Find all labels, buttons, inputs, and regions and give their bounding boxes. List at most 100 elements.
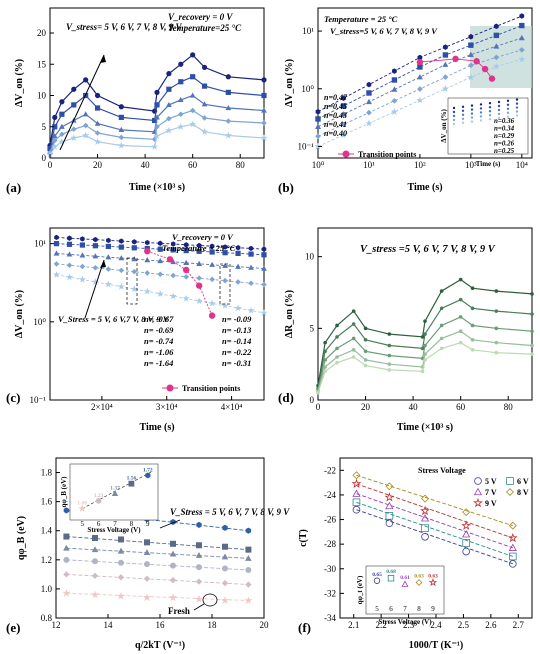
data-point (92, 265, 99, 271)
data-point (351, 355, 356, 359)
data-point (53, 270, 61, 278)
panel-b-legend-text: Transition points (358, 150, 416, 159)
data-point (65, 273, 74, 281)
data-point (221, 565, 228, 572)
inset-point (515, 102, 519, 105)
data-point (105, 243, 111, 250)
data-point (442, 52, 449, 58)
data-point (221, 553, 229, 560)
panel-d-label: (d) (278, 390, 294, 405)
panel-a-stress-annotation: V_stress= 5 V, 6 V, 7 V, 8 V, 9 V (66, 22, 183, 32)
data-point (117, 574, 125, 581)
data-point (225, 89, 231, 95)
data-point (208, 299, 216, 307)
data-point (143, 561, 150, 568)
y-tick-label: 20 (37, 28, 47, 38)
data-point (178, 61, 184, 67)
data-point (169, 593, 177, 602)
data-point (508, 521, 517, 530)
data-point (366, 81, 372, 88)
inset-point (111, 490, 119, 496)
data-point (118, 244, 124, 250)
data-point (153, 132, 161, 140)
data-point (143, 287, 151, 295)
inset-point (497, 112, 501, 116)
data-point (530, 292, 534, 296)
transition-point (452, 55, 459, 63)
data-point (323, 369, 327, 374)
data-point (92, 558, 99, 565)
data-point (423, 319, 427, 323)
data-point (195, 564, 202, 571)
data-point (385, 501, 394, 510)
panel-c-temperature-annotation: Temperature = 25 °C (162, 243, 236, 253)
y-tick-label: -22 (324, 465, 336, 475)
data-point (93, 236, 98, 243)
early-slope-label: n= -1.06 (144, 347, 174, 357)
data-point (352, 498, 361, 507)
data-point (154, 114, 160, 120)
panel-a-trend-arrow (59, 54, 105, 151)
data-point (157, 246, 163, 252)
x-tick-label: 2.7 (513, 620, 525, 630)
data-point (209, 261, 216, 267)
inset-point (506, 99, 510, 103)
panel-b-early-slopes: n=0.47n=0.45n=0.43n=0.41n=0.40 (324, 93, 348, 138)
panel-d-y-axis-label: ΔR_on (%) (284, 290, 295, 338)
data-point (222, 250, 228, 256)
data-point (143, 593, 151, 602)
data-point (530, 312, 534, 316)
inset-value-label: 0.65 (372, 572, 382, 578)
late-slope-label: n= -0.09 (222, 314, 252, 324)
data-point (366, 109, 372, 116)
data-point (351, 478, 362, 489)
y-tick-label: 10⁰ (33, 317, 46, 327)
panel-b-y-axis-label: ΔV_on (%) (284, 59, 295, 107)
data-point (189, 107, 196, 114)
data-point (385, 482, 394, 491)
transition-point (182, 266, 190, 274)
data-point (467, 73, 475, 81)
panel-f-legend-title: Stress Voltage (418, 466, 466, 475)
x-tick-label: 20 (260, 620, 270, 630)
y-tick-label: 10⁻¹ (298, 141, 315, 151)
data-point (494, 350, 499, 355)
y-tick-label: -30 (324, 564, 336, 574)
data-point (261, 281, 267, 288)
panel-c-stress-annotation: V_Stress = 5 V, 6 V,7 V, 8 V, 9 V (58, 314, 170, 324)
data-point (118, 126, 125, 133)
early-slope-label: n= -0.74 (144, 336, 173, 346)
data-point (315, 123, 321, 129)
x-tick-label: 10² (414, 160, 426, 170)
inset-point (470, 108, 474, 111)
data-point (156, 290, 164, 297)
data-point (221, 579, 229, 587)
y-tick-label: 0.8 (41, 613, 53, 623)
late-slope-label: n=0.29 (494, 132, 515, 140)
inset-point (506, 107, 510, 111)
panel-f-inset-x-label: Stress Voltage (V) (378, 618, 432, 626)
data-point (196, 275, 202, 281)
data-point (67, 235, 72, 241)
data-point (315, 133, 321, 140)
data-point (63, 544, 70, 551)
panel-c-early-slopes: n= -0.67n= -0.69n= -0.74n= -1.06n= -1.64 (144, 314, 174, 368)
data-point (154, 102, 160, 108)
panel-f: 2.1 2.2 2.3 2.4 2.5 2.6 2.7 -34 -32 -30 -28 -26 -24 -… (298, 457, 533, 651)
data-point (118, 255, 125, 261)
data-point (507, 532, 518, 543)
data-point (196, 248, 202, 254)
data-point (423, 332, 427, 336)
panel-c-x-axis-label: Time (s) (139, 422, 174, 433)
panel-c-early-fit-box (126, 257, 138, 305)
data-point (363, 349, 368, 354)
data-point (235, 245, 241, 251)
inset-point (479, 119, 483, 122)
fit-line (356, 474, 513, 527)
inset-point (461, 117, 465, 121)
data-point (201, 115, 208, 121)
data-point (169, 577, 177, 584)
data-point (423, 352, 427, 356)
inset-point (488, 110, 492, 113)
y-tick-label: 10⁰ (301, 84, 314, 94)
